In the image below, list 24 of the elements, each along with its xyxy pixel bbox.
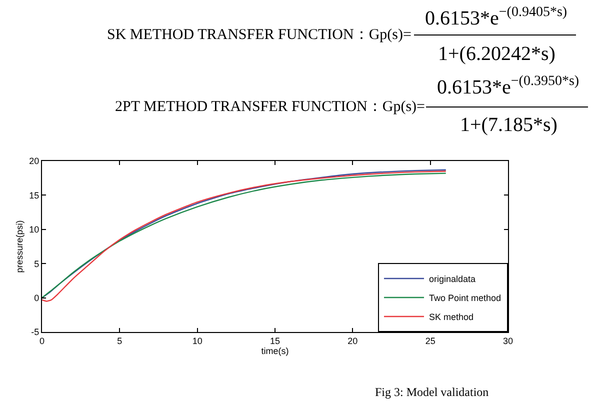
y-tick-label: -5 — [31, 327, 40, 338]
text: 0.6153*e$^{−(0.3950*s)}$ — [437, 74, 580, 98]
text: 0.6153*e$^{−(0.9405*s)}$ — [425, 5, 568, 30]
x-axis-title: time(s) — [261, 346, 289, 356]
x-tick-label: 20 — [348, 336, 358, 346]
y-tick-label: 5 — [34, 258, 40, 269]
y-tick-label: 15 — [29, 190, 40, 200]
x-tick-label: 10 — [192, 336, 202, 346]
y-axis-title: pressure(psi) — [14, 220, 25, 273]
text: 2PT METHOD TRANSFER FUNCTION：Gp(s)= — [115, 99, 426, 115]
legend-label: originaldata — [429, 274, 476, 284]
legend-label: Two Point method — [429, 293, 502, 304]
y-tick-label: 0 — [34, 292, 40, 303]
text: 1+(7.185*s) — [460, 114, 558, 136]
legend-label: SK method — [429, 312, 474, 322]
x-tick-label: 30 — [502, 336, 514, 346]
x-tick-label: 15 — [270, 336, 280, 346]
x-tick-label: 25 — [425, 336, 436, 346]
text: SK METHOD TRANSFER FUNCTION：Gp(s)= — [107, 27, 412, 43]
y-tick-label: 20 — [29, 156, 40, 166]
x-tick-label: 5 — [117, 336, 122, 346]
text: 1+(6.20242*s) — [438, 43, 556, 65]
y-tick-label: 10 — [29, 224, 40, 235]
caption: Fig 3: Model validation — [375, 385, 489, 399]
